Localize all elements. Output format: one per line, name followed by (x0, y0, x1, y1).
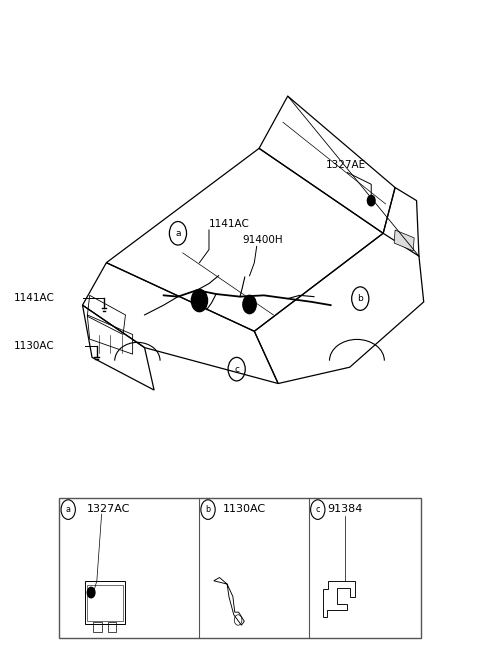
Text: a: a (175, 229, 180, 237)
Text: 1141AC: 1141AC (13, 293, 54, 302)
Text: 91384: 91384 (327, 504, 363, 514)
Polygon shape (394, 230, 414, 251)
Bar (87, 584, 123, 621)
Text: b: b (358, 294, 363, 303)
Circle shape (87, 587, 95, 598)
Text: 1327AE: 1327AE (326, 160, 366, 170)
Circle shape (243, 295, 256, 314)
Text: c: c (315, 505, 320, 514)
Text: c: c (234, 365, 239, 374)
Bar (85, 581, 125, 624)
Text: 91400H: 91400H (242, 235, 283, 245)
Text: 1130AC: 1130AC (223, 504, 266, 514)
Text: 1141AC: 1141AC (209, 218, 250, 229)
Text: 1130AC: 1130AC (13, 341, 54, 351)
Circle shape (192, 289, 207, 312)
Bar (94, 622, 102, 632)
Text: 1327AC: 1327AC (87, 504, 131, 514)
Circle shape (367, 195, 375, 206)
Text: a: a (66, 505, 71, 514)
Text: b: b (205, 505, 211, 514)
Bar (108, 622, 116, 632)
Bar (59, 498, 421, 638)
